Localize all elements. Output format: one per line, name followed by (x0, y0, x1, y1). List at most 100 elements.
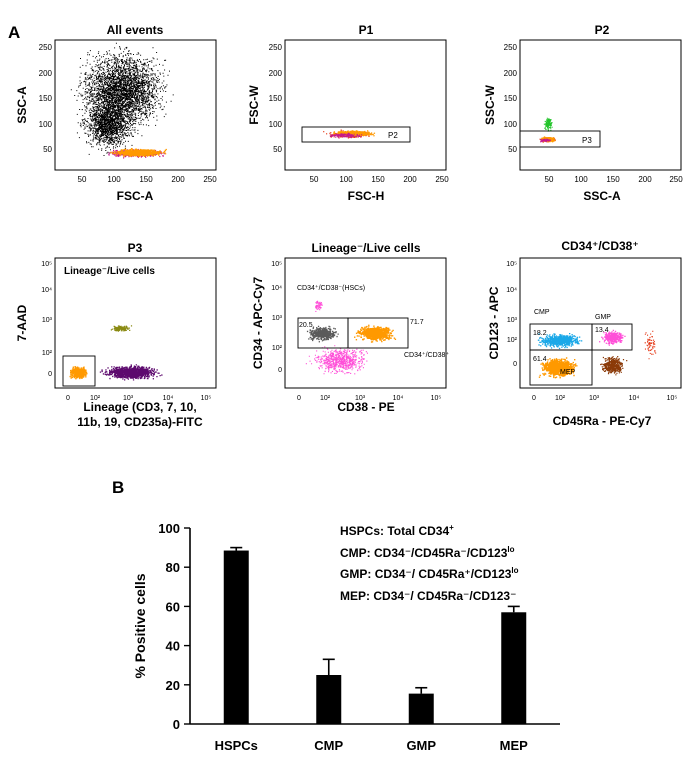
x-tick: 10³ (589, 395, 600, 402)
y-tick-label: 80 (166, 560, 180, 575)
y-tick-label: 40 (166, 639, 180, 654)
x-tick: 10² (90, 395, 101, 402)
event-dots (599, 329, 626, 346)
gate-p2 (301, 126, 411, 143)
x-axis-label: FSC-A (117, 189, 154, 203)
x-tick: 250 (435, 175, 449, 184)
y-tick: 10³ (272, 315, 283, 322)
event-dots (110, 325, 133, 332)
y-tick-labels: 0 20 40 60 80 100 (158, 521, 180, 732)
x-tick: 150 (139, 175, 153, 184)
y-axis-label: FSC-W (247, 85, 261, 125)
x-tick: 200 (638, 175, 652, 184)
y-tick: 0 (48, 371, 52, 378)
y-tick: 50 (43, 145, 52, 154)
x-tick-labels: 50 100 150 200 250 (310, 175, 450, 184)
legend-entry: MEP: CD34⁻/ CD45Ra⁻/CD123⁻ (340, 589, 516, 603)
plot-frame (284, 257, 447, 389)
gate-gmp (591, 323, 633, 351)
event-dots (110, 148, 167, 158)
plot-title: All events (107, 23, 164, 37)
y-tick: 200 (504, 69, 518, 78)
x-tick-labels: 50 100 150 200 250 (545, 175, 684, 184)
y-tick: 10² (42, 350, 53, 357)
x-axis-label: SSC-A (583, 189, 621, 203)
legend-entry: CMP: CD34⁻/CD45Ra⁻/CD123lo (340, 545, 515, 560)
event-dots (543, 117, 553, 132)
y-tick: 250 (39, 43, 53, 52)
bar-gmp (408, 693, 434, 724)
x-tick: 10³ (123, 395, 134, 402)
dot-cloud (70, 42, 174, 159)
event-dots (354, 324, 397, 343)
gate-percent: 71.7 (410, 319, 424, 326)
gate-percent: 13.4 (595, 327, 609, 334)
plot-frame (284, 39, 447, 171)
flow-plot-p2: P2 P3 50 100 150 200 250 50 100 150 200 … (483, 23, 683, 203)
y-tick-label: 100 (158, 521, 180, 536)
y-tick: 10² (507, 337, 518, 344)
y-tick: 100 (269, 120, 283, 129)
event-dots (306, 325, 339, 343)
x-axis-label: FSC-H (348, 189, 385, 203)
bar-hspcs (223, 550, 249, 724)
x-tick: 10² (320, 395, 331, 402)
plot-frame (54, 257, 217, 389)
y-axis-label: SSC-A (15, 86, 29, 124)
x-tick: 150 (606, 175, 620, 184)
x-tick-labels: 0 10² 10³ 10⁴ 10⁵ (66, 395, 211, 402)
y-tick: 50 (508, 145, 517, 154)
x-axis-label-line2: 11b, 19, CD235a)-FITC (77, 415, 203, 429)
dot-cloud (539, 117, 556, 143)
x-tick-label: GMP (406, 738, 436, 753)
plot-title: Lineage⁻/Live cells (311, 241, 420, 255)
gate-cd34-cd38 (347, 317, 409, 349)
y-tick-label: 60 (166, 599, 180, 614)
x-tick: 10⁴ (163, 395, 174, 402)
plot-frame (519, 39, 682, 171)
event-dots (600, 356, 628, 376)
x-tick-label: HSPCs (215, 738, 258, 753)
y-tick: 200 (39, 69, 53, 78)
bar-cmp (316, 675, 342, 724)
y-tick: 50 (273, 145, 282, 154)
gate-percent: 18.2 (533, 330, 547, 337)
x-tick: 0 (532, 395, 536, 402)
y-tick: 10⁴ (41, 287, 52, 294)
flow-plot-p3: P3 Lineage⁻/Live cells 0 10² 10³ 10⁴ 10⁵… (15, 241, 217, 429)
x-tick: 0 (297, 395, 301, 402)
x-axis-label: CD38 - PE (337, 400, 394, 414)
x-tick: 50 (545, 175, 554, 184)
y-axis-label: CD123 - APC (487, 286, 501, 359)
x-tick: 200 (171, 175, 185, 184)
y-tick: 150 (504, 94, 518, 103)
x-tick: 10² (555, 395, 566, 402)
panel-label-a: A (8, 23, 20, 42)
event-dots (644, 330, 657, 360)
x-tick-label: CMP (314, 738, 343, 753)
dot-cloud (305, 300, 397, 375)
x-tick: 100 (107, 175, 121, 184)
gate-label: CD34⁺/CD38⁻(HSCs) (297, 284, 365, 292)
y-tick: 10⁴ (506, 287, 517, 294)
y-tick-labels: 0 10² 10³ 10⁴ 10⁵ (506, 261, 517, 368)
event-dots (315, 300, 323, 312)
y-tick: 10⁵ (41, 261, 52, 268)
legend: HSPCs: Total CD34+ CMP: CD34⁻/CD45Ra⁻/CD… (340, 523, 519, 603)
bar-mep (501, 612, 527, 724)
y-axis-label: 7-AAD (15, 304, 29, 341)
y-tick: 10⁵ (271, 261, 282, 268)
x-axis-label: CD45Ra - PE-Cy7 (553, 414, 652, 428)
y-tick: 150 (39, 94, 53, 103)
gate-label: P2 (388, 131, 398, 140)
gate-label: CMP (534, 309, 550, 316)
y-tick-labels: 50 100 150 200 250 (269, 43, 283, 154)
x-tick-labels: 0 10² 10³ 10⁴ 10⁵ (297, 395, 441, 402)
x-tick: 100 (339, 175, 353, 184)
y-tick: 10³ (42, 317, 53, 324)
y-tick-labels: 50 100 150 200 250 (504, 43, 518, 154)
y-tick: 10² (272, 345, 283, 352)
flow-plot-all-events: All events 50 100 150 200 250 50 100 150… (15, 23, 217, 203)
event-dots (540, 138, 551, 143)
